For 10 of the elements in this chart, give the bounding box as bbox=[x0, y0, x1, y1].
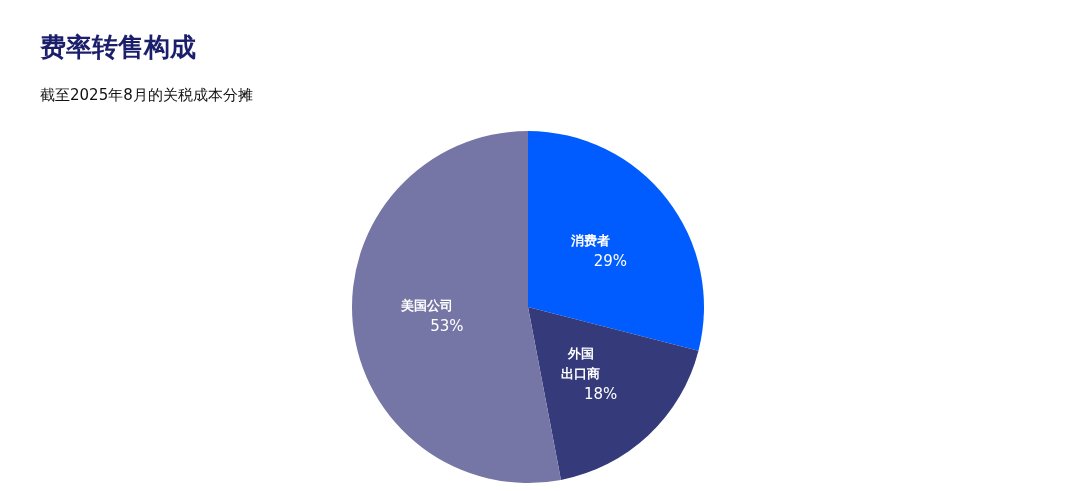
data-label: 29% bbox=[593, 251, 627, 270]
slice-label: 消费者 bbox=[569, 233, 610, 249]
data-label: 53% bbox=[430, 316, 464, 335]
slice-label: 外国出口商 bbox=[561, 346, 601, 382]
text: 截至2025年8月的关税成本分摊 bbox=[40, 86, 253, 105]
pie-slice bbox=[528, 307, 699, 480]
text: 费率转售构成 bbox=[40, 31, 196, 64]
data-label: 18% bbox=[583, 384, 618, 403]
slice-label: 美国公司 bbox=[399, 298, 453, 314]
pie-slice bbox=[352, 131, 561, 483]
